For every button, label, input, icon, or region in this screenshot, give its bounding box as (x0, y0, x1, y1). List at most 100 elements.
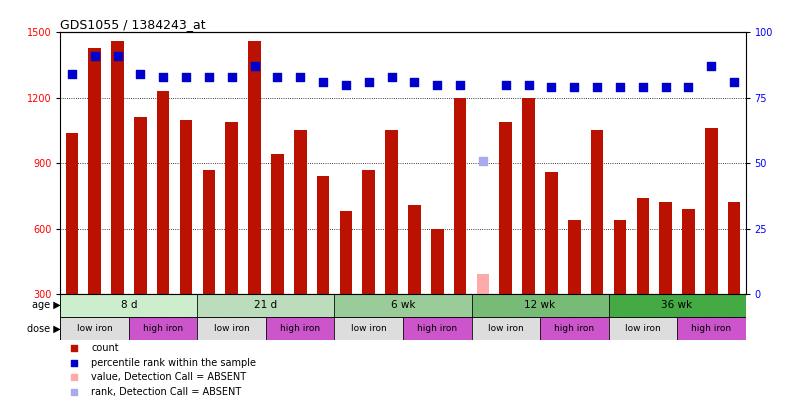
Text: percentile rank within the sample: percentile rank within the sample (91, 358, 256, 368)
Bar (197, 317, 266, 340)
Point (430, 81, 443, 88)
Text: high iron: high iron (555, 324, 594, 333)
Point (454, 81, 467, 88)
Bar (476, 274, 489, 294)
Text: count: count (91, 343, 119, 353)
Point (202, 74, 215, 80)
Text: low iron: low iron (77, 324, 113, 333)
Text: 36 wk: 36 wk (662, 301, 692, 310)
Bar (431, 228, 443, 294)
Text: 8 d: 8 d (121, 301, 137, 310)
Point (521, 223, 534, 230)
Bar (89, 48, 101, 294)
Point (682, 84, 695, 91)
Point (522, 81, 535, 88)
Bar (197, 294, 334, 317)
Bar (705, 128, 717, 294)
Bar (500, 122, 512, 294)
Text: dose ▶: dose ▶ (27, 323, 60, 333)
Bar (540, 317, 609, 340)
Point (339, 81, 352, 88)
Point (659, 84, 672, 91)
Bar (677, 317, 746, 340)
Bar (334, 317, 403, 340)
Bar (522, 98, 535, 294)
Bar (728, 202, 741, 294)
Point (408, 79, 421, 85)
Bar (472, 294, 609, 317)
Bar (294, 130, 306, 294)
Point (248, 63, 261, 70)
Bar (266, 317, 334, 340)
Point (363, 79, 376, 85)
Point (591, 84, 604, 91)
Bar (202, 170, 215, 294)
Text: high iron: high iron (143, 324, 183, 333)
Text: age ▶: age ▶ (31, 301, 60, 310)
Text: 12 wk: 12 wk (525, 301, 555, 310)
Text: high iron: high iron (418, 324, 457, 333)
Point (385, 74, 398, 80)
Bar (60, 317, 129, 340)
Bar (609, 317, 677, 340)
Point (134, 71, 147, 77)
Point (111, 53, 124, 59)
Point (499, 81, 513, 88)
Bar (682, 209, 695, 294)
Text: 6 wk: 6 wk (391, 301, 415, 310)
Bar (334, 294, 472, 317)
Bar (248, 41, 261, 294)
Point (317, 79, 330, 85)
Point (567, 84, 580, 91)
Bar (111, 41, 124, 294)
Bar (568, 220, 580, 294)
Point (65, 71, 78, 77)
Text: high iron: high iron (280, 324, 320, 333)
Bar (637, 198, 649, 294)
Bar (157, 91, 169, 294)
Bar (363, 170, 375, 294)
Text: low iron: low iron (351, 324, 387, 333)
Text: high iron: high iron (692, 324, 731, 333)
Bar (271, 154, 284, 294)
Point (180, 74, 193, 80)
Point (521, 358, 534, 364)
Text: value, Detection Call = ABSENT: value, Detection Call = ABSENT (91, 373, 247, 382)
Point (704, 63, 717, 70)
Point (545, 84, 558, 91)
Point (637, 84, 650, 91)
Bar (454, 98, 467, 294)
Text: 21 d: 21 d (255, 301, 277, 310)
Text: low iron: low iron (214, 324, 250, 333)
Point (88, 53, 101, 59)
Bar (339, 211, 352, 294)
Point (293, 74, 306, 80)
Text: rank, Detection Call = ABSENT: rank, Detection Call = ABSENT (91, 387, 242, 397)
Bar (659, 202, 672, 294)
Text: GDS1055 / 1384243_at: GDS1055 / 1384243_at (60, 18, 206, 31)
Bar (226, 122, 238, 294)
Bar (609, 294, 746, 317)
Point (225, 74, 239, 80)
Text: low iron: low iron (488, 324, 524, 333)
Point (728, 79, 741, 85)
Point (156, 74, 169, 80)
Bar (60, 294, 197, 317)
Bar (129, 317, 197, 340)
Point (613, 84, 626, 91)
Bar (385, 130, 398, 294)
Bar (134, 117, 147, 294)
Bar (180, 119, 193, 294)
Bar (613, 220, 626, 294)
Point (271, 74, 284, 80)
Bar (403, 317, 472, 340)
Bar (591, 130, 604, 294)
Bar (65, 133, 78, 294)
Bar (317, 176, 330, 294)
Bar (472, 317, 540, 340)
Bar (408, 205, 421, 294)
Text: low iron: low iron (625, 324, 661, 333)
Bar (545, 172, 558, 294)
Point (521, 88, 534, 94)
Point (476, 157, 489, 164)
